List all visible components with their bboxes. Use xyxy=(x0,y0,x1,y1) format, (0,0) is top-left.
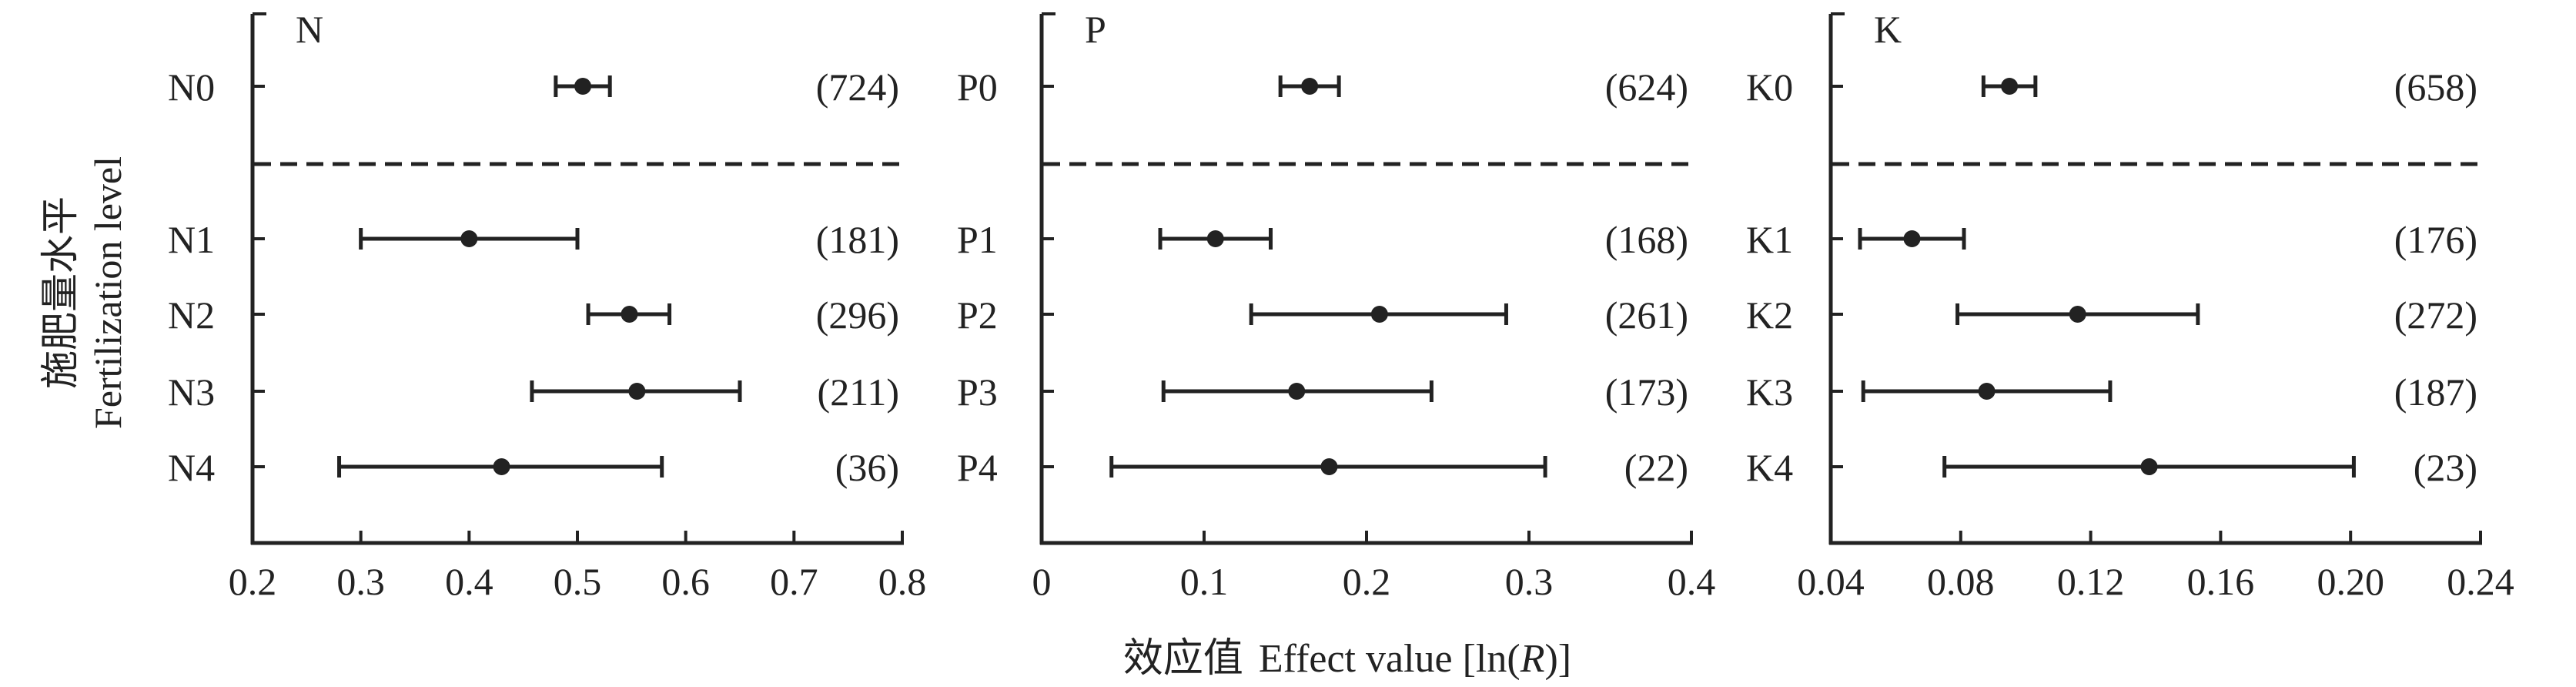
x-tick-label: 0.3 xyxy=(336,560,385,603)
panel-title: N xyxy=(296,8,323,51)
x-tick-label: 0.08 xyxy=(1927,560,1995,603)
mean-point xyxy=(1320,458,1338,475)
x-tick-label: 0.04 xyxy=(1797,560,1865,603)
panel-K: K 0.04 0.08 0.12 0.16 0.20 0.24 K0 (658) K1 (176) K… xyxy=(1746,8,2514,603)
mean-point xyxy=(1370,306,1388,323)
x-axis-label-close: )] xyxy=(1544,637,1571,681)
sample-count: (173) xyxy=(1605,370,1688,414)
sample-count: (23) xyxy=(2414,446,2477,489)
x-axis-label-cn: 效应值 xyxy=(1123,637,1243,681)
x-tick-label: 0.4 xyxy=(1668,560,1716,603)
row-label: N2 xyxy=(168,293,215,337)
row-label: P2 xyxy=(957,293,998,337)
sample-count: (187) xyxy=(2394,370,2477,414)
mean-point xyxy=(493,458,510,475)
x-tick-label: 0.8 xyxy=(878,560,927,603)
sample-count: (724) xyxy=(816,65,899,109)
x-tick-label: 0.24 xyxy=(2447,560,2514,603)
sample-count: (176) xyxy=(2394,218,2477,261)
x-tick-label: 0.12 xyxy=(2057,560,2125,603)
mean-point xyxy=(1903,230,1921,247)
x-tick-label: 0 xyxy=(1032,560,1052,603)
mean-point xyxy=(1978,383,1996,400)
mean-point xyxy=(2001,78,2019,95)
sample-count: (168) xyxy=(1605,218,1688,261)
y-axis-label: 施肥量水平 Fertilization level xyxy=(38,156,129,429)
y-axis-label-cn: 施肥量水平 xyxy=(38,196,82,389)
row-label: K3 xyxy=(1746,370,1793,414)
x-axis-label: 效应值 Effect value [ln(R)] xyxy=(1123,637,1571,681)
x-tick-label: 0.2 xyxy=(1343,560,1391,603)
sample-count: (22) xyxy=(1624,446,1688,489)
panel-P: P0 0.1 0.2 0.3 0.4P0 (624)P1 (168)P2 (261)P3 (17… xyxy=(957,8,1715,603)
x-tick-label: 0.4 xyxy=(445,560,493,603)
row-label: N0 xyxy=(168,65,215,109)
x-tick-label: 0.1 xyxy=(1180,560,1229,603)
row-label: P3 xyxy=(957,370,998,414)
x-tick-label: 0.6 xyxy=(661,560,710,603)
panel-title: K xyxy=(1874,8,1902,51)
x-tick-label: 0.7 xyxy=(770,560,818,603)
row-label: N1 xyxy=(168,218,215,261)
panel-N: N 0.2 0.3 0.4 0.5 0.6 0.7 0.8 N0 (724) N1 (181) N2 (2… xyxy=(168,8,926,603)
sample-count: (296) xyxy=(816,293,899,337)
sample-count: (36) xyxy=(835,446,899,489)
sample-count: (272) xyxy=(2394,293,2477,337)
row-label: P0 xyxy=(957,65,998,109)
row-label: N3 xyxy=(168,370,215,414)
mean-point xyxy=(1288,383,1306,400)
mean-point xyxy=(574,78,592,95)
x-tick-label: 0.5 xyxy=(554,560,602,603)
row-label: N4 xyxy=(168,446,215,489)
x-tick-label: 0.16 xyxy=(2187,560,2255,603)
mean-point xyxy=(2140,458,2158,475)
row-label: K4 xyxy=(1746,446,1793,489)
y-axis-label-en: Fertilization level xyxy=(86,156,129,429)
mean-point xyxy=(1206,230,1224,247)
sample-count: (624) xyxy=(1605,65,1688,109)
mean-point xyxy=(621,306,638,323)
panel-title: P xyxy=(1085,8,1106,51)
row-label: P1 xyxy=(957,218,998,261)
x-tick-label: 0.3 xyxy=(1505,560,1554,603)
mean-point xyxy=(1301,78,1319,95)
row-label: P4 xyxy=(957,446,998,489)
x-axis-label-var: R xyxy=(1520,637,1545,681)
row-label: K0 xyxy=(1746,65,1793,109)
mean-point xyxy=(460,230,478,247)
panels: N 0.2 0.3 0.4 0.5 0.6 0.7 0.8 N0 (724) N1 (181) N2 (2… xyxy=(168,8,2514,603)
x-tick-label: 0.2 xyxy=(229,560,277,603)
x-axis-label-en: Effect value [ln( xyxy=(1259,637,1521,681)
sample-count: (658) xyxy=(2394,65,2477,109)
row-label: K1 xyxy=(1746,218,1793,261)
sample-count: (181) xyxy=(816,218,899,261)
row-label: K2 xyxy=(1746,293,1793,337)
x-tick-label: 0.20 xyxy=(2317,560,2384,603)
sample-count: (261) xyxy=(1605,293,1688,337)
mean-point xyxy=(2069,306,2086,323)
sample-count: (211) xyxy=(818,370,899,414)
mean-point xyxy=(628,383,646,400)
